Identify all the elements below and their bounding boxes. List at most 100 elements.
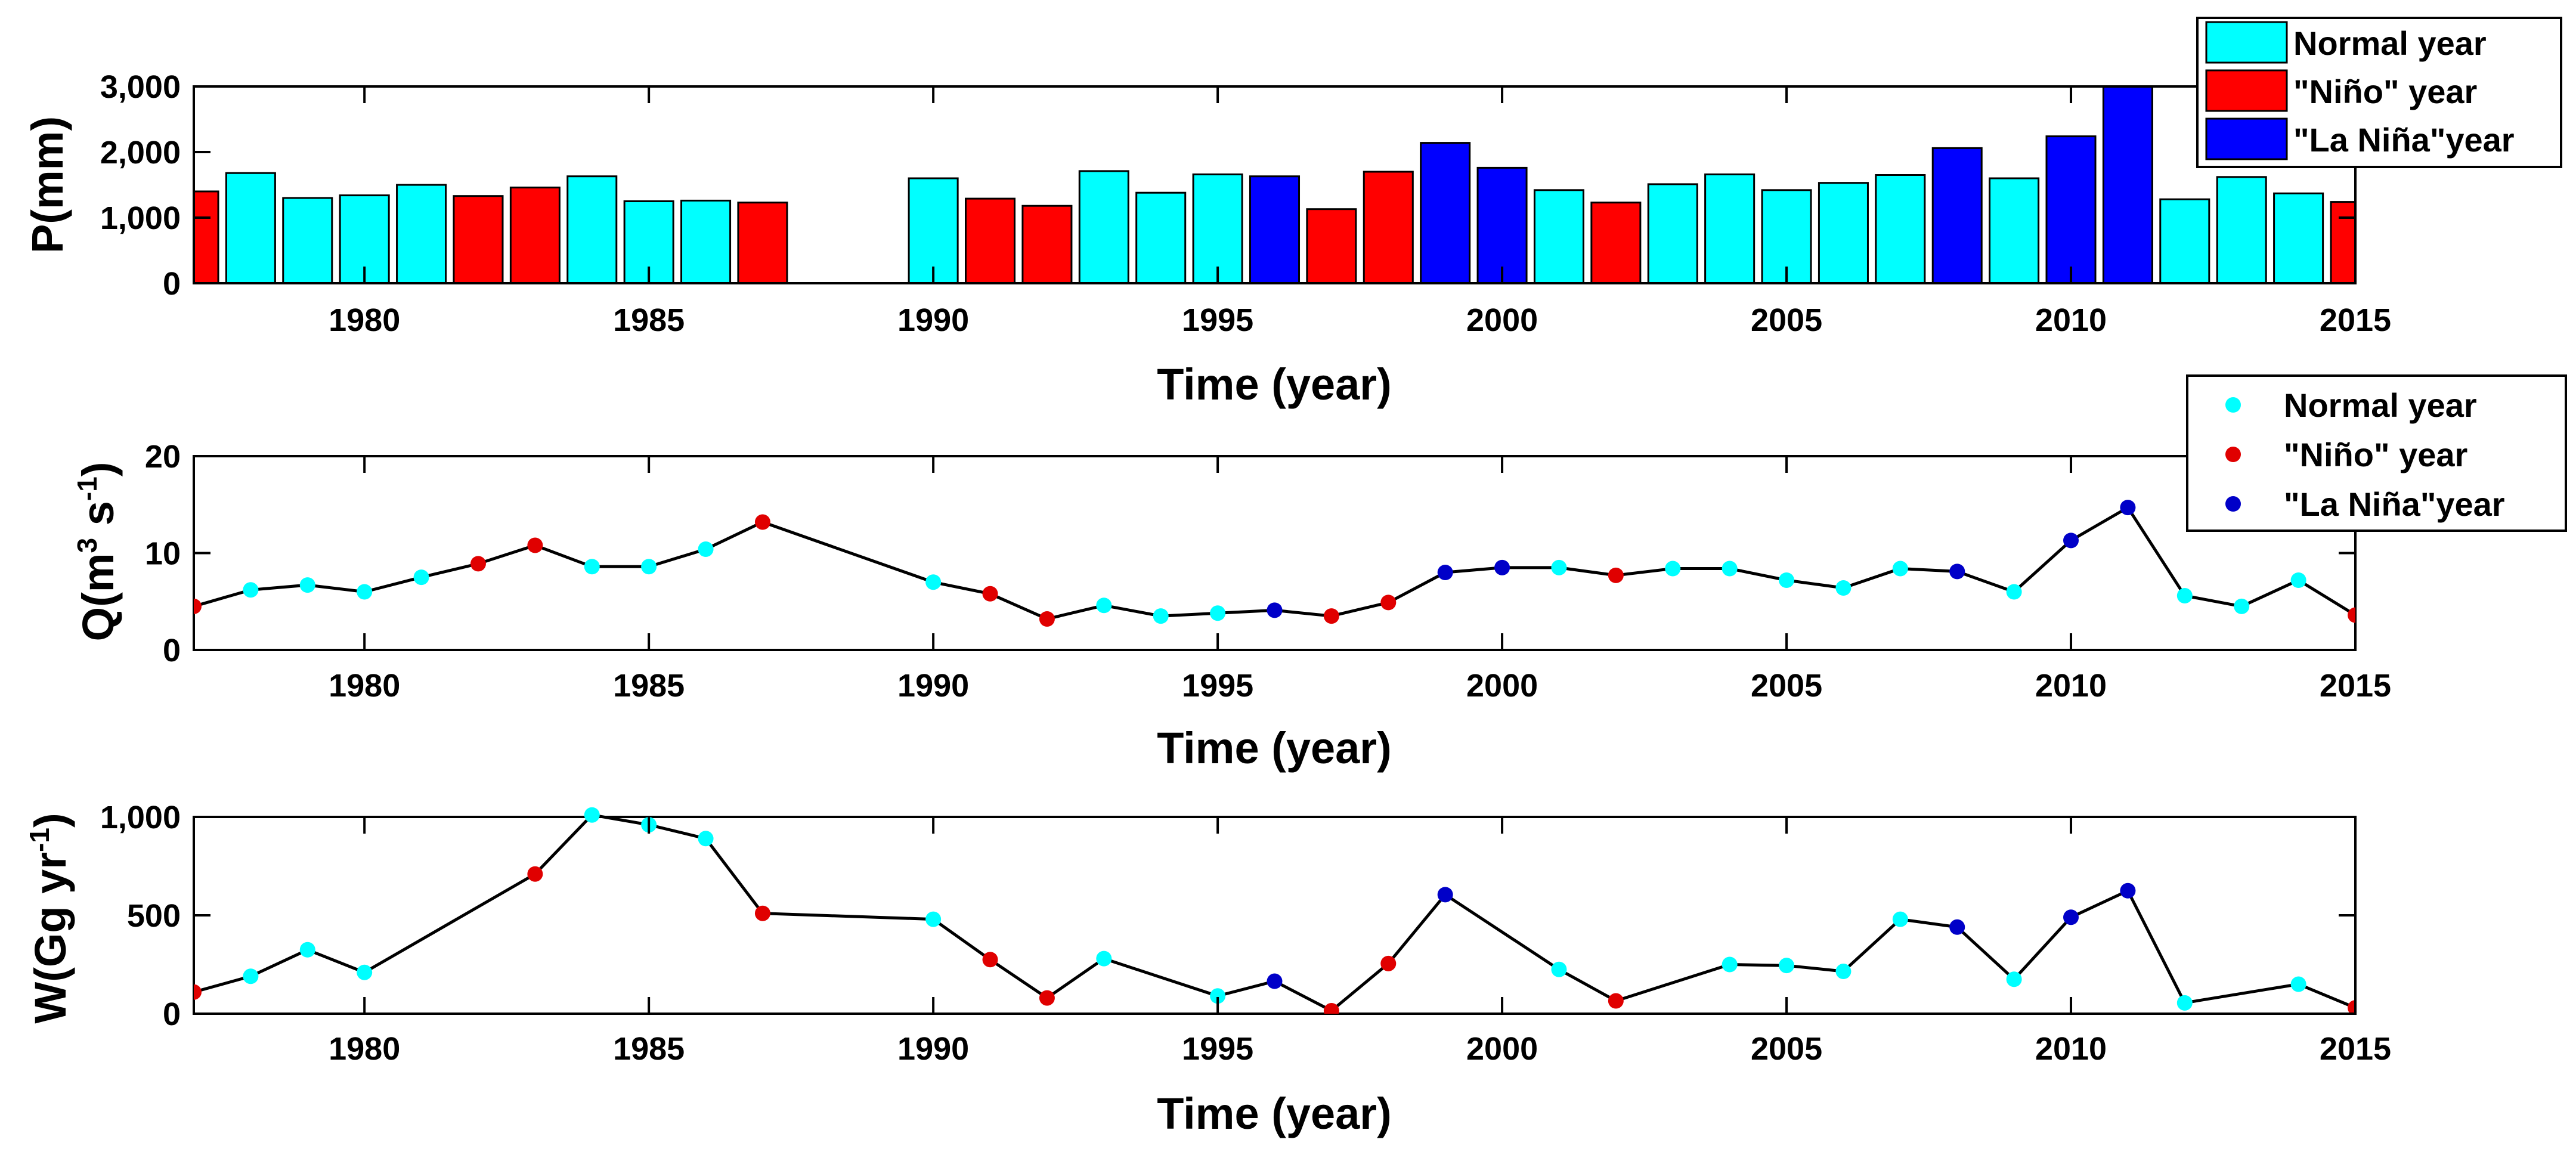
- p-bar-1981: [396, 184, 447, 283]
- w-y-axis-label: W(Gg yr-1): [24, 813, 75, 1023]
- p-bar-2004: [1704, 173, 1755, 283]
- q-point-1992: [1039, 611, 1055, 627]
- q-y-axis-label: Q(m3 s-1): [72, 462, 123, 642]
- p-xtick-label: 1980: [329, 302, 400, 338]
- p-xtick-label: 1985: [613, 302, 685, 338]
- q-ylabel-main: Q(m: [73, 553, 123, 641]
- w-point-2012: [2176, 995, 2193, 1011]
- p-legend-label-nino: "Niño" year: [2293, 73, 2477, 110]
- w-plot-area: [194, 807, 2355, 1014]
- w-point-2001: [1551, 961, 1567, 977]
- p-xtick-label: 1995: [1182, 302, 1253, 338]
- q-legend-label-nina: "La Niña"year: [2284, 485, 2505, 523]
- q-point-2004: [1722, 561, 1738, 577]
- w-ylabel-end: ): [26, 813, 75, 828]
- p-bar-2002: [1590, 202, 1642, 283]
- q-legend-box: [2186, 374, 2567, 532]
- w-point-2010: [2063, 909, 2079, 925]
- p-legend: Normal year "Niño" year "La Niña"year: [2196, 17, 2562, 168]
- w-xtick-label: 2005: [1751, 1031, 1822, 1067]
- w-point-1992: [1039, 990, 1055, 1006]
- q-point-1982: [470, 556, 486, 572]
- q-point-2003: [1665, 561, 1681, 577]
- p-bar-1982: [453, 195, 504, 283]
- p-bar-1984: [566, 175, 618, 283]
- q-xtick-label: 2000: [1466, 668, 1538, 704]
- q-point-1984: [584, 559, 600, 575]
- q-xtick-label: 1995: [1182, 668, 1253, 704]
- w-point-2008: [1949, 919, 1965, 935]
- p-xtick-label: 2005: [1751, 302, 1822, 338]
- q-point-1998: [1380, 595, 1397, 611]
- w-point-1980: [357, 964, 373, 980]
- p-bar-1990: [908, 177, 959, 283]
- w-point-2002: [1608, 993, 1624, 1009]
- w-ylabel-sup1: -1: [24, 828, 55, 852]
- q-xtick-label: 2015: [2320, 668, 2391, 704]
- q-point-2013: [2234, 598, 2250, 614]
- q-point-1993: [1096, 597, 1112, 614]
- q-xtick-label: 2010: [2035, 668, 2107, 704]
- q-ytick-label: 10: [145, 536, 181, 572]
- q-axes-box: [193, 455, 2357, 651]
- q-legend-label-nino: "Niño" year: [2284, 436, 2467, 473]
- q-point-1991: [982, 586, 998, 602]
- p-legend-label-normal: Normal year: [2293, 24, 2487, 62]
- w-point-2007: [1892, 911, 1908, 927]
- p-x-axis-label: Time (year): [1157, 360, 1392, 409]
- q-plot-area: [194, 500, 2355, 627]
- p-bar-1999: [1420, 142, 1471, 283]
- w-xtick-label: 2010: [2035, 1031, 2107, 1067]
- q-point-1981: [413, 569, 429, 586]
- w-point-1990: [925, 911, 942, 927]
- q-point-2015: [2348, 607, 2355, 623]
- q-point-2009: [2006, 584, 2022, 600]
- p-bar-2009: [1989, 177, 2040, 283]
- p-xtick-label: 2010: [2035, 302, 2107, 338]
- w-point-2011: [2120, 883, 2136, 899]
- p-bar-1991: [965, 197, 1016, 283]
- w-point-1998: [1380, 955, 1397, 971]
- p-bar-1977: [194, 190, 219, 283]
- q-point-2014: [2290, 572, 2306, 588]
- p-ytick-label: 3,000: [100, 69, 181, 105]
- panel-precipitation: 1980 1985 1990 1995 2000 2005 2010 2015 0 1,000 2,…: [23, 17, 2562, 409]
- p-xtick-label: 1990: [897, 302, 969, 338]
- q-point-2000: [1494, 559, 1510, 575]
- p-ytick-label: 2,000: [100, 135, 181, 171]
- p-legend-label-nina: "La Niña"year: [2293, 121, 2515, 159]
- q-point-2011: [2120, 500, 2136, 516]
- w-point-1979: [299, 942, 315, 958]
- q-xtick-label: 2005: [1751, 668, 1822, 704]
- w-xtick-label: 2015: [2320, 1031, 2391, 1067]
- p-bar-1983: [509, 186, 561, 283]
- q-point-2001: [1551, 559, 1567, 575]
- q-point-2012: [2176, 588, 2193, 603]
- w-x-axis-label: Time (year): [1157, 1089, 1392, 1138]
- q-ylabel-mid: s: [73, 501, 123, 538]
- q-point-1979: [299, 577, 315, 593]
- q-ytick-label: 20: [145, 439, 181, 475]
- p-bar-1996: [1249, 175, 1301, 283]
- p-ytick-label: 0: [163, 266, 181, 302]
- q-point-1994: [1153, 608, 1169, 624]
- p-ticks: 1980 1985 1990 1995 2000 2005 2010 2015 0 1,000 2,…: [100, 69, 2391, 338]
- w-point-1984: [584, 807, 600, 823]
- q-point-2007: [1892, 561, 1908, 577]
- w-point-1987: [754, 905, 770, 921]
- q-ticks: 1980 1985 1990 1995 2000 2005 2010 2015 0 10 20: [145, 439, 2391, 704]
- p-legend-swatch-nina: [2205, 117, 2288, 160]
- q-point-1985: [641, 559, 657, 575]
- p-bar-2014: [2273, 192, 2324, 283]
- q-point-1995: [1210, 605, 1226, 621]
- p-bar-2012: [2159, 198, 2210, 283]
- w-point-1977: [194, 984, 202, 1000]
- p-bar-2013: [2216, 176, 2267, 283]
- q-legend-label-normal: Normal year: [2284, 386, 2477, 424]
- q-point-1987: [754, 514, 770, 530]
- p-bar-1978: [225, 172, 276, 283]
- w-point-1997: [1323, 1003, 1339, 1014]
- w-point-2009: [2006, 971, 2022, 987]
- q-point-2002: [1608, 567, 1624, 583]
